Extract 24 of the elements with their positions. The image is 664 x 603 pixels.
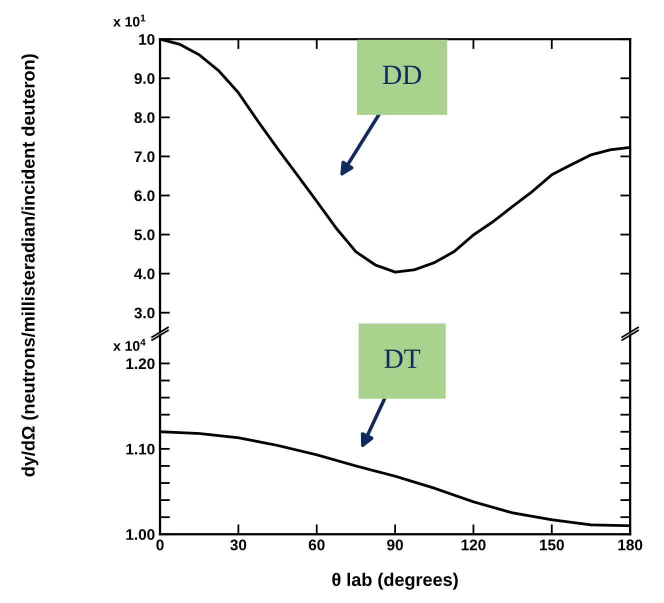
x-tick-label: 150 <box>540 540 564 550</box>
text: x 10$^{4}$ <box>113 338 146 351</box>
annotation: DT <box>384 350 420 368</box>
y-tick-label: 5.0 <box>134 229 155 240</box>
x-tick-label: 60 <box>308 540 325 550</box>
y-tick-label: 7.0 <box>134 151 155 162</box>
y-tick-label: 1.20 <box>126 358 155 370</box>
y-tick-label: 10 <box>139 34 155 45</box>
annotation: DD <box>382 66 422 84</box>
x-axis-title: θ lab (degrees) <box>332 572 458 590</box>
x-tick-label: 90 <box>387 540 403 550</box>
y-tick-label: 8.0 <box>134 112 155 124</box>
y-tick-label: 6.0 <box>134 190 155 202</box>
y-tick-label: 1.10 <box>126 444 155 455</box>
y-tick-label: 3.0 <box>134 308 155 318</box>
x-tick-label: 30 <box>230 540 246 550</box>
y-axis-title: dy/dΩ (neutrons/millisteradian/incident deuteron) <box>21 54 38 476</box>
y-tick-label: 1.00 <box>126 529 155 540</box>
x-tick-label: 0 <box>156 540 164 550</box>
x-tick-label: 180 <box>618 540 642 550</box>
y-tick-label: 9.0 <box>134 73 155 84</box>
y-tick-label: 4.0 <box>134 268 155 280</box>
x-tick-label: 120 <box>462 540 486 550</box>
text: x 10$^{1}$ <box>113 14 146 27</box>
